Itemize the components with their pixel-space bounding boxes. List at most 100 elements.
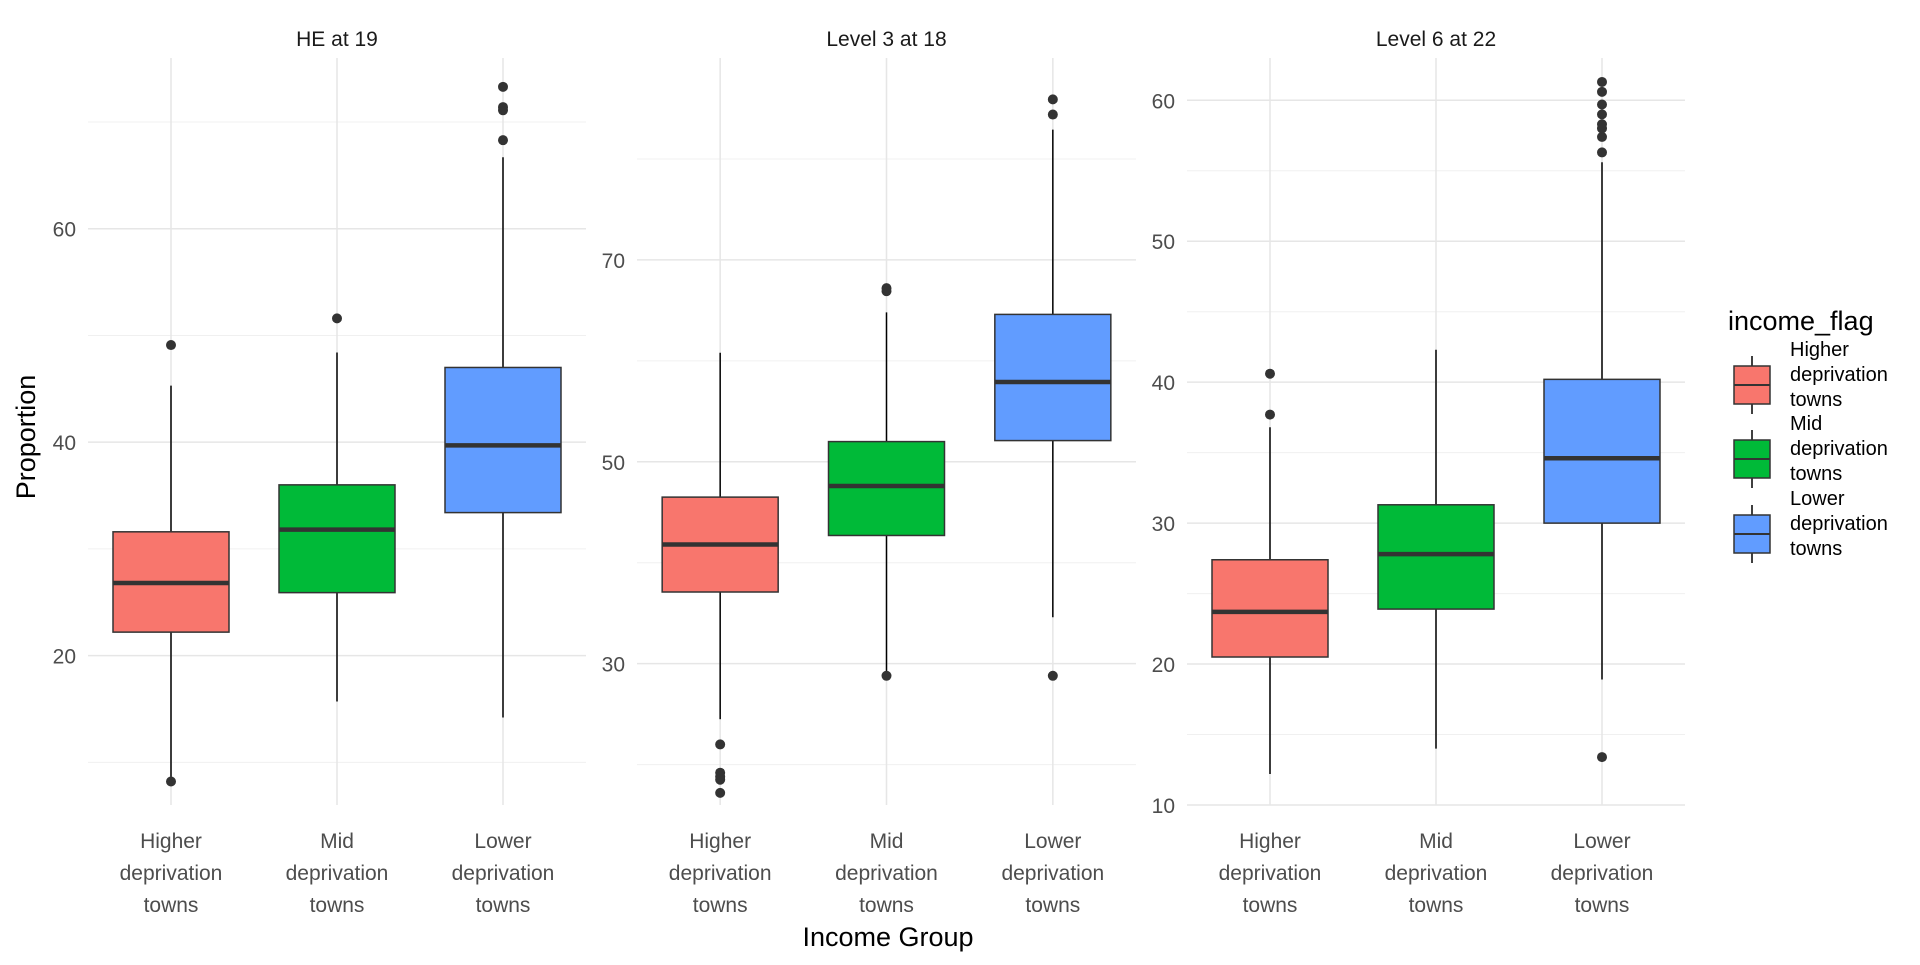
x-tick-label: Lower deprivation towns	[1001, 830, 1104, 917]
legend-title: income_flag	[1728, 306, 1874, 336]
x-tick-label-line: deprivation	[1551, 862, 1654, 885]
outlier-point	[1597, 147, 1607, 158]
y-tick-label: 70	[602, 250, 625, 273]
x-tick-label-line: towns	[476, 894, 531, 917]
y-tick-label: 60	[1152, 90, 1175, 113]
legend-label-line: deprivation	[1790, 364, 1888, 386]
y-tick-label: 20	[53, 646, 76, 669]
box-higher-deprivation-towns	[112, 340, 230, 787]
iqr-box	[278, 484, 396, 594]
iqr-box	[444, 366, 562, 514]
x-tick-label-line: Mid	[320, 830, 354, 853]
x-tick-label-line: towns	[1025, 894, 1080, 917]
x-tick-label-line: Higher	[689, 830, 751, 853]
outlier-point	[498, 135, 508, 146]
outlier-point	[166, 776, 176, 787]
panel-3: Level 6 at 22 10 20 30 40 50 60 Higher deprivati…	[1152, 28, 1685, 917]
x-tick-label: Mid deprivation towns	[286, 830, 389, 917]
legend-label-line: towns	[1790, 463, 1842, 485]
x-axis-title: Income Group	[802, 922, 973, 952]
box-mid-deprivation-towns	[278, 313, 396, 702]
legend-label-line: Lower	[1790, 488, 1845, 510]
outlier-point	[1265, 368, 1275, 379]
x-tick-label-line: towns	[1409, 894, 1464, 917]
iqr-box	[1377, 504, 1495, 610]
panel-1: HE at 19 20 40 60 Higher deprivation towns Mid d…	[53, 28, 586, 917]
legend-label-line: Higher	[1790, 339, 1849, 361]
y-tick-label: 50	[602, 452, 625, 475]
legend-label-line: deprivation	[1790, 513, 1888, 535]
x-tick-label: Mid deprivation towns	[835, 830, 938, 917]
x-tick-label-line: deprivation	[452, 862, 555, 885]
x-tick-label: Lower deprivation towns	[452, 830, 555, 917]
outlier-point	[166, 340, 176, 351]
x-tick-label-line: Mid	[870, 830, 904, 853]
panel-title: Level 6 at 22	[1376, 28, 1496, 51]
iqr-box	[1543, 378, 1661, 524]
outlier-point	[715, 739, 726, 750]
x-tick-label-line: Higher	[1239, 830, 1301, 853]
x-tick-label-line: deprivation	[120, 862, 223, 885]
outlier-point	[1597, 99, 1607, 110]
y-tick-label: 40	[53, 432, 76, 455]
legend-label-line: towns	[1790, 538, 1842, 560]
legend-label-line: towns	[1790, 389, 1842, 411]
y-tick-label: 20	[1152, 654, 1175, 677]
x-tick-label-line: towns	[310, 894, 365, 917]
outlier-point	[1597, 76, 1607, 87]
outlier-point	[498, 102, 508, 113]
box-higher-deprivation-towns	[661, 352, 779, 798]
box-mid-deprivation-towns	[1377, 349, 1495, 749]
panel-title: Level 3 at 18	[826, 28, 946, 51]
y-tick-label: 60	[53, 219, 76, 242]
box-mid-deprivation-towns	[827, 283, 946, 681]
y-tick-label: 40	[1152, 372, 1175, 395]
x-tick-label-line: Lower	[474, 830, 531, 853]
x-tick-label-line: Mid	[1419, 830, 1453, 853]
legend-label: Higher deprivation towns	[1790, 339, 1888, 411]
x-tick-label-line: towns	[144, 894, 199, 917]
outlier-point	[1047, 109, 1058, 120]
x-tick-label: Higher deprivation towns	[1219, 830, 1322, 917]
y-tick-label: 30	[1152, 513, 1175, 536]
x-tick-label-line: Higher	[140, 830, 202, 853]
iqr-box	[827, 440, 946, 537]
x-tick-label: Lower deprivation towns	[1551, 830, 1654, 917]
x-tick-label-line: deprivation	[1001, 862, 1104, 885]
legend-label: Mid deprivation towns	[1790, 413, 1888, 485]
legend-label-line: Mid	[1790, 413, 1822, 435]
outlier-point	[881, 283, 892, 294]
legend-item-3: Lower deprivation towns	[1733, 488, 1888, 563]
x-tick-label-line: towns	[693, 894, 748, 917]
outlier-point	[498, 81, 508, 92]
x-tick-label: Mid deprivation towns	[1385, 830, 1488, 917]
panels-layer: HE at 19 20 40 60 Higher deprivation towns Mid d…	[53, 28, 1685, 917]
y-tick-label: 50	[1152, 231, 1175, 254]
outlier-point	[1597, 131, 1607, 142]
outlier-point	[715, 787, 726, 798]
legend-label: Lower deprivation towns	[1790, 488, 1888, 560]
outlier-point	[1597, 752, 1607, 763]
box-lower-deprivation-towns	[994, 94, 1112, 681]
x-tick-label-line: towns	[1243, 894, 1298, 917]
y-tick-label: 30	[602, 654, 625, 677]
x-tick-label-line: deprivation	[669, 862, 772, 885]
x-tick-label-line: deprivation	[1385, 862, 1488, 885]
x-tick-label-line: deprivation	[1219, 862, 1322, 885]
x-tick-label-line: Lower	[1024, 830, 1081, 853]
x-tick-label-line: deprivation	[835, 862, 938, 885]
outlier-point	[1265, 409, 1275, 420]
iqr-box	[1211, 559, 1329, 658]
outlier-point	[881, 670, 892, 681]
panel-title: HE at 19	[296, 28, 378, 51]
outlier-point	[715, 774, 726, 785]
outlier-point	[1047, 670, 1058, 681]
outlier-point	[1047, 94, 1058, 105]
legend-label-line: deprivation	[1790, 438, 1888, 460]
panel-2: Level 3 at 18 30 50 70 Higher deprivation town…	[602, 28, 1136, 917]
box-lower-deprivation-towns	[1543, 76, 1661, 763]
outlier-point	[1597, 86, 1607, 97]
x-tick-label-line: towns	[859, 894, 914, 917]
